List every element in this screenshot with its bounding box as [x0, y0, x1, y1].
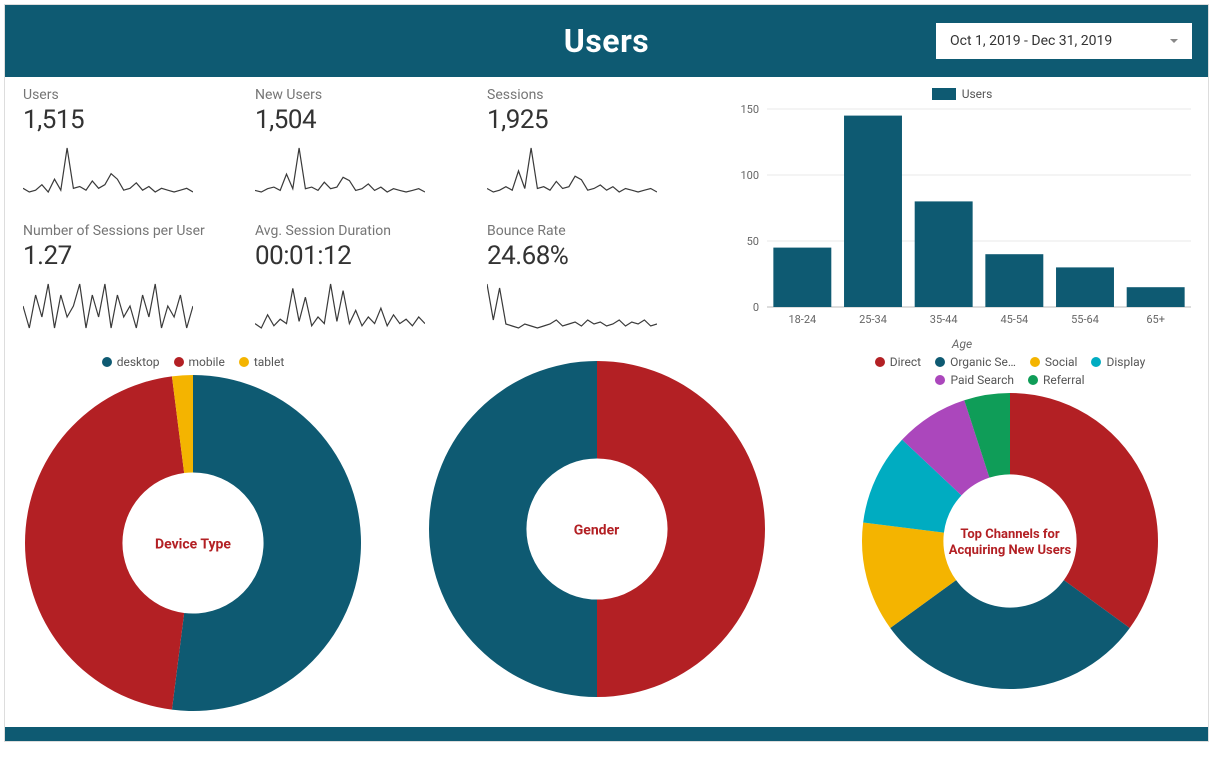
age-chart-svg: 0 50 100 150 18-24 25-34 35-44 45-54 55-64 65+: [727, 101, 1197, 331]
legend-swatch: [174, 357, 184, 367]
legend-item[interactable]: Organic Se…: [935, 355, 1016, 369]
metric-card: New Users 1,504: [255, 87, 475, 217]
svg-text:65+: 65+: [1146, 313, 1165, 326]
age-bar[interactable]: [773, 248, 831, 307]
legend-swatch: [1030, 357, 1040, 367]
legend-swatch: [875, 357, 885, 367]
legend-swatch: [1028, 375, 1038, 385]
svg-text:35-44: 35-44: [930, 313, 958, 326]
dashboard-body: Users 1,515 New Users 1,504 Sessions 1,925 Num…: [5, 77, 1208, 727]
chevron-down-icon: [1170, 39, 1178, 43]
legend-label: tablet: [254, 355, 284, 369]
dashboard: Users Oct 1, 2019 - Dec 31, 2019 Users 1,…: [4, 4, 1209, 742]
legend-label: Paid Search: [950, 373, 1014, 387]
metric-card: Users 1,515: [23, 87, 243, 217]
age-bar-chart: Users 0 50 100 150 18-24 25-34 35-44 45-54 55-64…: [727, 87, 1197, 353]
sparkline: [487, 145, 657, 195]
svg-text:25-34: 25-34: [859, 313, 887, 326]
sparkline: [487, 281, 657, 331]
legend-label: Referral: [1043, 373, 1085, 387]
page-title: Users: [564, 22, 649, 60]
metric-value: 1,515: [23, 105, 243, 135]
legend-item[interactable]: Referral: [1028, 373, 1085, 387]
donut-channels: Direct Organic Se… Social Display Paid Searc…: [830, 355, 1190, 717]
svg-text:45-54: 45-54: [1000, 313, 1028, 326]
legend-swatch: [935, 375, 945, 385]
legend-label: desktop: [117, 355, 160, 369]
age-bar[interactable]: [1127, 287, 1185, 307]
svg-text:100: 100: [740, 169, 759, 182]
metrics-grid: Users 1,515 New Users 1,504 Sessions 1,925 Num…: [23, 87, 707, 353]
metric-value: 1.27: [23, 241, 243, 271]
metric-label: New Users: [255, 87, 475, 103]
age-bar[interactable]: [844, 116, 902, 307]
donuts-row: desktop mobile tablet Device Type Gender D…: [23, 355, 1190, 727]
donut-slice[interactable]: [1010, 393, 1158, 628]
legend-item[interactable]: Social: [1030, 355, 1078, 369]
metric-value: 1,504: [255, 105, 475, 135]
donut-device: desktop mobile tablet Device Type: [23, 355, 363, 717]
top-row: Users 1,515 New Users 1,504 Sessions 1,925 Num…: [23, 87, 1190, 353]
sparkline: [23, 281, 193, 331]
legend-item[interactable]: Display: [1091, 355, 1145, 369]
donut-gender-title: Gender: [522, 522, 672, 540]
legend-label: mobile: [189, 355, 225, 369]
metric-card: Avg. Session Duration 00:01:12: [255, 223, 475, 353]
legend-label: Organic Se…: [950, 355, 1016, 369]
legend-swatch: [1091, 357, 1101, 367]
svg-text:0: 0: [753, 301, 759, 314]
header-bar: Users Oct 1, 2019 - Dec 31, 2019: [5, 5, 1208, 77]
footer-bar: [5, 727, 1208, 741]
legend-swatch-users: [932, 88, 956, 100]
metric-value: 1,925: [487, 105, 707, 135]
metric-value: 24.68%: [487, 241, 707, 271]
age-bar[interactable]: [1056, 267, 1114, 307]
svg-text:50: 50: [747, 235, 759, 248]
metric-card: Number of Sessions per User 1.27: [23, 223, 243, 353]
donut-gender: Gender: [427, 355, 767, 717]
sparkline: [255, 281, 425, 331]
donut-device-title: Device Type: [118, 536, 268, 554]
legend-item[interactable]: mobile: [174, 355, 225, 369]
legend-item[interactable]: tablet: [239, 355, 284, 369]
metric-label: Number of Sessions per User: [23, 223, 243, 239]
svg-text:150: 150: [740, 103, 759, 116]
metric-card: Sessions 1,925: [487, 87, 707, 217]
sparkline: [23, 145, 193, 195]
age-chart-legend: Users: [727, 87, 1197, 101]
age-bar[interactable]: [915, 201, 973, 307]
legend-item[interactable]: Paid Search: [935, 373, 1014, 387]
svg-text:55-64: 55-64: [1071, 313, 1099, 326]
metric-label: Sessions: [487, 87, 707, 103]
svg-text:18-24: 18-24: [788, 313, 816, 326]
metric-label: Avg. Session Duration: [255, 223, 475, 239]
sparkline: [255, 145, 425, 195]
date-range-label: Oct 1, 2019 - Dec 31, 2019: [950, 33, 1112, 49]
donut-channels-title: Top Channels for Acquiring New Users: [935, 527, 1085, 560]
age-x-axis-label: Age: [727, 337, 1197, 351]
legend-label-users: Users: [962, 87, 993, 101]
metric-value: 00:01:12: [255, 241, 475, 271]
legend-label: Display: [1106, 355, 1145, 369]
legend-label: Direct: [890, 355, 921, 369]
legend-swatch: [935, 357, 945, 367]
metric-card: Bounce Rate 24.68%: [487, 223, 707, 353]
legend-device: desktop mobile tablet: [102, 355, 285, 369]
metric-label: Bounce Rate: [487, 223, 707, 239]
age-bar[interactable]: [985, 254, 1043, 307]
legend-swatch: [239, 357, 249, 367]
legend-item[interactable]: desktop: [102, 355, 160, 369]
legend-channels: Direct Organic Se… Social Display Paid Searc…: [830, 355, 1190, 387]
legend-swatch: [102, 357, 112, 367]
legend-item[interactable]: Direct: [875, 355, 921, 369]
date-range-picker[interactable]: Oct 1, 2019 - Dec 31, 2019: [936, 23, 1192, 59]
metric-label: Users: [23, 87, 243, 103]
legend-label: Social: [1045, 355, 1078, 369]
